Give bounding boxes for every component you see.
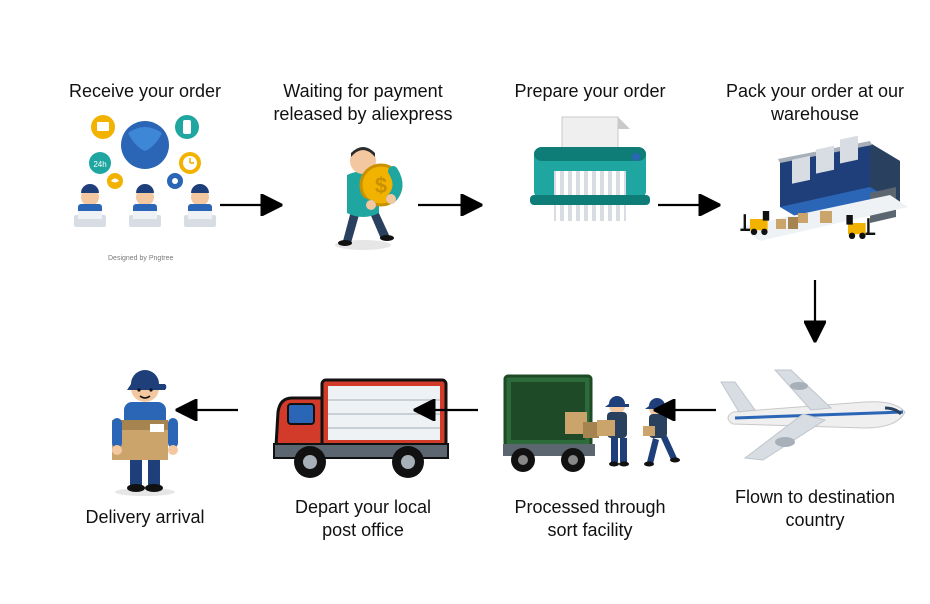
step-label-arrival: Delivery arrival — [45, 506, 245, 529]
delivery-truck-icon — [258, 358, 468, 488]
person-coin-icon: $ — [258, 133, 468, 253]
step-pack: Pack your order at our warehouse — [710, 80, 920, 253]
sort-truck-icon — [490, 358, 690, 488]
courier-icon — [45, 358, 245, 498]
step-receive: Receive your order 24h — [45, 80, 245, 231]
svg-text:$: $ — [375, 173, 387, 198]
step-arrival: Delivery arrival — [45, 350, 245, 529]
svg-text:24h: 24h — [93, 160, 106, 169]
call-center-icon: 24h — [45, 111, 245, 231]
step-prepare: Prepare your order — [490, 80, 690, 231]
warehouse-icon — [710, 133, 920, 253]
step-flown: Flown to destination country — [710, 350, 920, 531]
step-label-pack: Pack your order at our warehouse — [710, 80, 920, 125]
step-payment: Waiting for payment released by aliexpre… — [258, 80, 468, 253]
step-label-depart: Depart your local post office — [258, 496, 468, 541]
printer-icon — [490, 111, 690, 231]
step-label-flown: Flown to destination country — [710, 486, 920, 531]
step-label-receive: Receive your order — [45, 80, 245, 103]
step-label-payment: Waiting for payment released by aliexpre… — [258, 80, 468, 125]
step-label-sort: Processed through sort facility — [490, 496, 690, 541]
step-sort: Processed through sort facility — [490, 350, 690, 541]
credit-text: Designed by Pngtree — [108, 255, 173, 262]
step-label-prepare: Prepare your order — [490, 80, 690, 103]
step-depart: Depart your local post office — [258, 350, 468, 541]
plane-icon — [710, 358, 920, 478]
